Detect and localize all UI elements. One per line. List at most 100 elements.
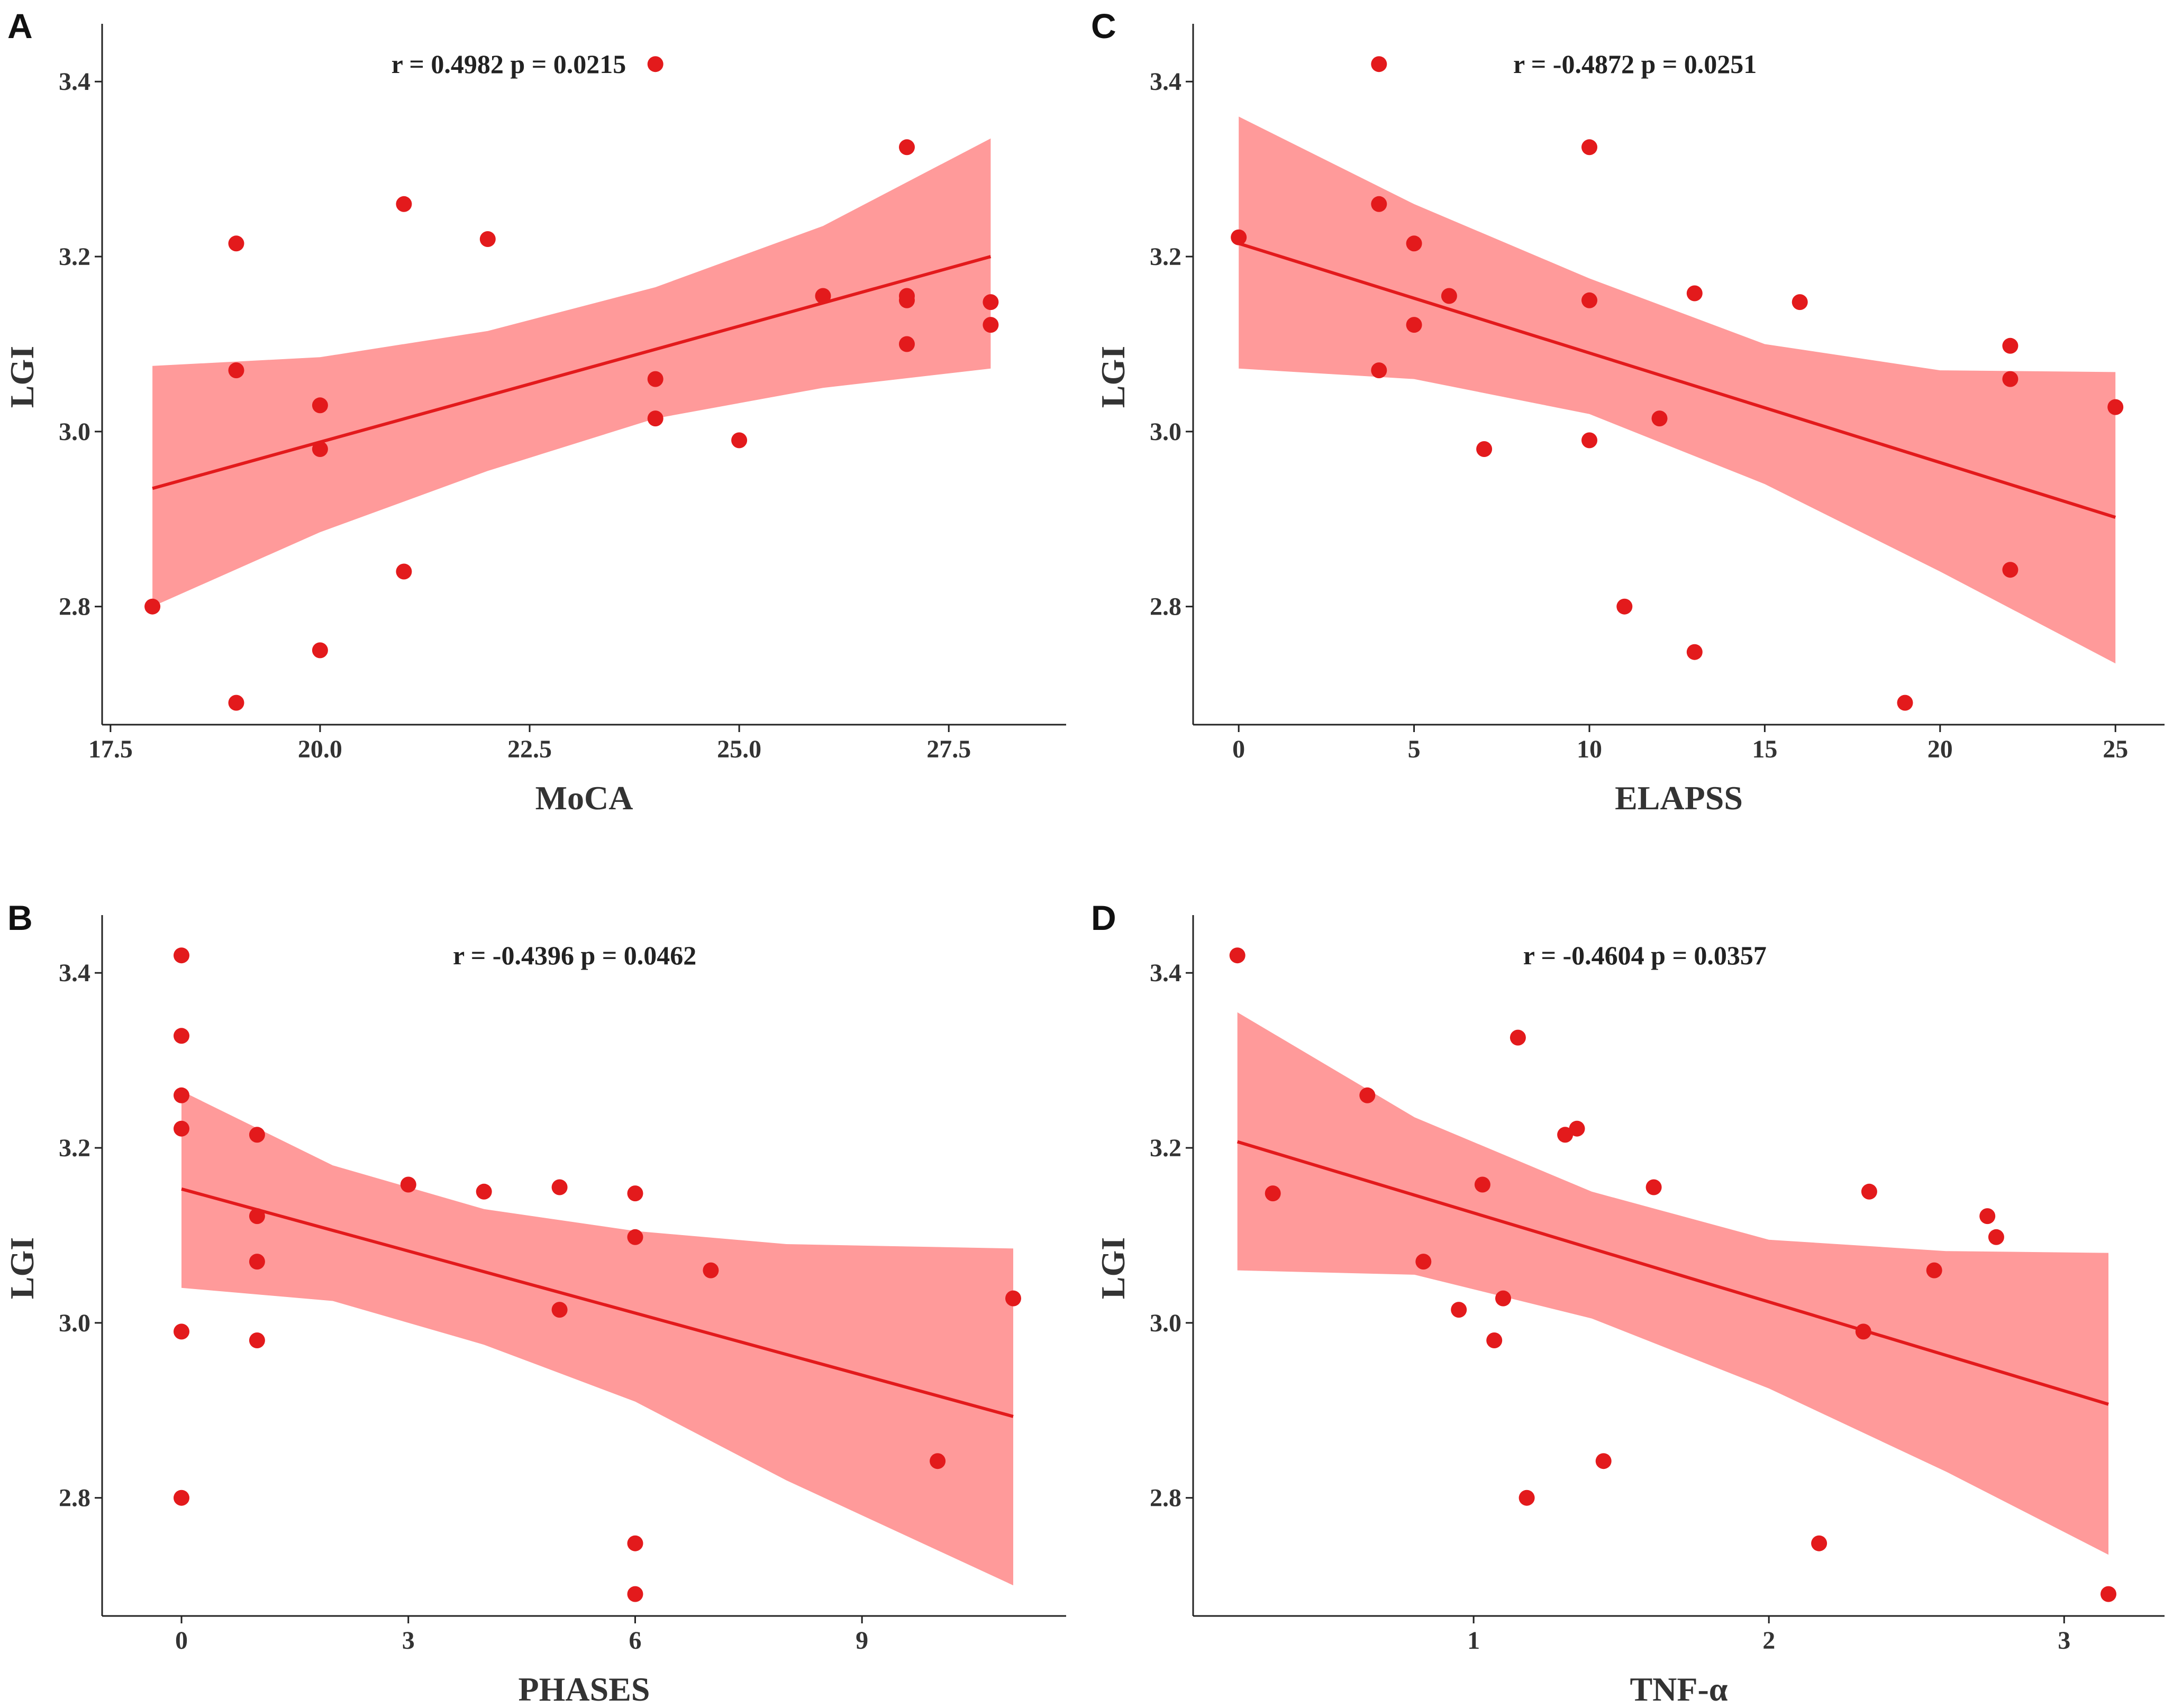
data-point bbox=[1265, 1185, 1281, 1202]
y-tick-label: 3.0 bbox=[1150, 418, 1181, 446]
data-point bbox=[1451, 1302, 1467, 1318]
data-point bbox=[1519, 1490, 1535, 1506]
data-point bbox=[627, 1586, 643, 1602]
y-axis-title: LGI bbox=[3, 346, 41, 408]
data-point bbox=[396, 196, 412, 212]
data-point bbox=[1595, 1453, 1612, 1469]
correlation-annotation: r = -0.4396 p = 0.0462 bbox=[453, 940, 696, 970]
data-point bbox=[1569, 1120, 1585, 1137]
data-point bbox=[312, 642, 328, 659]
data-point bbox=[312, 397, 328, 414]
regression-line bbox=[1236, 1140, 2109, 1406]
data-point bbox=[174, 1087, 189, 1103]
panel-letter-b: B bbox=[7, 898, 33, 937]
data-point bbox=[174, 947, 189, 964]
y-tick-label: 3.2 bbox=[1150, 243, 1181, 271]
data-point bbox=[627, 1535, 643, 1551]
y-tick-label: 3.4 bbox=[59, 68, 90, 96]
data-point bbox=[249, 1332, 265, 1348]
data-point bbox=[899, 139, 915, 156]
data-point bbox=[249, 1254, 265, 1270]
data-point bbox=[1371, 362, 1387, 379]
data-point bbox=[1557, 1127, 1574, 1143]
data-point bbox=[174, 1120, 189, 1137]
data-point bbox=[983, 294, 999, 310]
data-point bbox=[144, 598, 161, 615]
data-point bbox=[2101, 1586, 2116, 1602]
data-point bbox=[1495, 1290, 1511, 1307]
data-point bbox=[1371, 56, 1387, 72]
data-point bbox=[1406, 235, 1422, 252]
data-point bbox=[647, 371, 663, 387]
y-axis-title: LGI bbox=[3, 1237, 41, 1299]
data-point bbox=[1686, 644, 1703, 660]
data-point bbox=[479, 231, 496, 247]
data-point bbox=[627, 1185, 643, 1202]
data-point bbox=[1988, 1229, 2004, 1245]
x-tick-label: 27.5 bbox=[926, 735, 971, 763]
data-point bbox=[249, 1127, 265, 1143]
data-point bbox=[174, 1323, 189, 1340]
y-axis-title: LGI bbox=[1094, 346, 1132, 408]
y-tick-label: 3.4 bbox=[1150, 68, 1181, 96]
data-point bbox=[249, 1208, 265, 1225]
data-point bbox=[1510, 1029, 1526, 1046]
y-tick-label: 3.2 bbox=[1150, 1134, 1181, 1162]
confidence-band bbox=[1239, 116, 2116, 664]
data-point bbox=[815, 288, 831, 304]
x-tick-label: 25.0 bbox=[717, 735, 761, 763]
data-point bbox=[1616, 598, 1633, 615]
data-point bbox=[1359, 1087, 1376, 1103]
data-point bbox=[1855, 1323, 1871, 1340]
data-point bbox=[551, 1179, 568, 1195]
data-point bbox=[228, 362, 244, 379]
data-point bbox=[1441, 288, 1457, 304]
data-point bbox=[1792, 294, 1808, 310]
data-point bbox=[1229, 947, 1245, 964]
data-point bbox=[1474, 1176, 1490, 1193]
x-tick-label: 0 bbox=[175, 1627, 188, 1655]
x-tick-label: 2 bbox=[1762, 1627, 1775, 1655]
data-point bbox=[1979, 1208, 1996, 1225]
y-tick-label: 2.8 bbox=[1150, 593, 1181, 621]
confidence-band bbox=[181, 1091, 1013, 1586]
regression-line bbox=[1238, 242, 2116, 519]
data-point bbox=[1406, 317, 1422, 333]
x-tick-label: 9 bbox=[856, 1627, 868, 1655]
x-tick-label: 17.5 bbox=[88, 735, 133, 763]
data-point bbox=[2107, 399, 2124, 415]
x-tick-label: 15 bbox=[1752, 735, 1777, 763]
data-point bbox=[1926, 1262, 1942, 1278]
x-tick-label: 6 bbox=[629, 1627, 641, 1655]
y-tick-label: 2.8 bbox=[59, 1484, 90, 1512]
data-point bbox=[1005, 1290, 1021, 1307]
regression-line bbox=[181, 1187, 1014, 1418]
y-tick-label: 3.0 bbox=[59, 1309, 90, 1337]
data-point bbox=[228, 695, 244, 711]
y-axis-title: LGI bbox=[1094, 1237, 1132, 1299]
x-tick-label: 25 bbox=[2103, 735, 2128, 763]
data-point bbox=[1231, 229, 1247, 245]
chart-panel-c: 2.8 3.0 3.2 3.4 0 5 10 15 20 25 ELAPSS LGI r = -0.48… bbox=[1094, 24, 2165, 817]
data-point bbox=[731, 432, 748, 449]
data-point bbox=[983, 317, 999, 333]
data-point bbox=[396, 563, 412, 580]
data-point bbox=[551, 1302, 568, 1318]
data-point bbox=[174, 1028, 189, 1044]
data-point bbox=[1811, 1535, 1827, 1551]
panel-letter-a: A bbox=[7, 6, 33, 45]
data-point bbox=[476, 1183, 492, 1200]
y-tick-label: 2.8 bbox=[59, 593, 90, 621]
chart-panel-b: 2.8 3.0 3.2 3.4 0 3 6 9 PHASES LGI r = -0.4396 p =… bbox=[3, 915, 1066, 1708]
data-point bbox=[930, 1453, 946, 1469]
x-tick-label: 3 bbox=[402, 1627, 415, 1655]
data-point bbox=[647, 410, 663, 427]
y-tick-label: 3.2 bbox=[59, 243, 90, 271]
correlation-annotation: r = 0.4982 p = 0.0215 bbox=[392, 49, 626, 79]
correlation-annotation: r = -0.4604 p = 0.0357 bbox=[1523, 940, 1767, 970]
x-axis-title: PHASES bbox=[519, 1670, 650, 1708]
data-point bbox=[1686, 285, 1703, 302]
data-point bbox=[312, 441, 328, 457]
